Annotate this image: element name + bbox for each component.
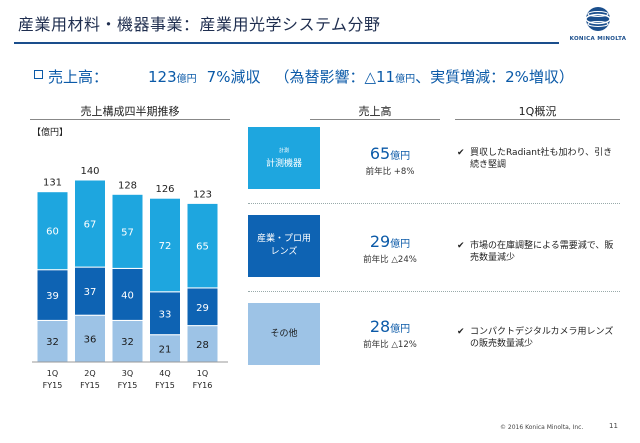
sales-yoy: 前年比 +8% <box>365 167 415 177</box>
headline-label: 売上高： <box>48 68 109 86</box>
bar-segment <box>111 319 144 363</box>
chart-unit-label: 【億円】 <box>32 128 69 138</box>
x-tick-label: 2Q <box>84 369 95 378</box>
x-tick-label: 1Q <box>47 369 58 378</box>
segment-sub-label: 計測 <box>278 148 289 154</box>
comment-text: 市場の在庫調整による需要減で、販売数量減少 <box>470 241 614 263</box>
sales-lenses: 29億円 前年比 △24% <box>340 232 440 265</box>
bar-segment <box>186 202 219 289</box>
check-icon: ✔ <box>457 327 465 337</box>
sales-unit: 億円 <box>390 239 411 250</box>
bar-value-label: 37 <box>84 287 97 298</box>
headline-change: 7%減収 <box>206 68 261 86</box>
sales-column-rule <box>310 119 440 120</box>
globe-logo-icon <box>585 7 611 31</box>
check-icon: ✔ <box>457 148 465 158</box>
bar-segment <box>36 191 69 271</box>
bar-total-label: 128 <box>118 180 137 191</box>
bar-segment <box>186 287 219 327</box>
bar-segment <box>186 325 219 363</box>
bar-total-label: 123 <box>193 189 212 200</box>
bar-segment <box>36 269 69 321</box>
headline-bullet-icon <box>34 70 43 79</box>
title-underline <box>14 42 559 44</box>
sales-value: 65 <box>369 144 391 163</box>
chart-column-title: 売上構成四半期推移 <box>80 105 180 118</box>
bar-value-label: 60 <box>46 227 59 238</box>
bar-total-label: 140 <box>80 166 99 177</box>
bar-value-label: 67 <box>84 220 97 231</box>
segment-box-lenses: 産業・プロ用レンズ <box>248 215 320 277</box>
bar-segment <box>149 197 181 293</box>
segment-label: 産業・プロ用レンズ <box>256 234 311 257</box>
sales-column-title: 売上高 <box>358 105 392 118</box>
row-separator <box>248 203 620 204</box>
bar-segment <box>74 179 106 268</box>
bar-segment <box>111 193 144 269</box>
sales-measuring: 65億円 前年比 +8% <box>340 144 440 177</box>
headline-value: 123 <box>148 68 177 86</box>
bar-segment <box>111 267 144 321</box>
segment-label: 計測機器 <box>265 159 302 169</box>
bar-value-label: 32 <box>121 337 134 348</box>
row-separator <box>248 291 620 292</box>
headline-detail-unit: 億円 <box>395 74 416 85</box>
title-bar: 産業用材料・機器事業：産業用光学システム分野 KONICA MINOLTA <box>0 0 640 44</box>
company-logo: KONICA MINOLTA <box>568 6 628 42</box>
comment-lenses: ✔ 市場の在庫調整による需要減で、販売数量減少 <box>457 240 620 264</box>
sales-other: 28億円 前年比 △12% <box>340 317 440 350</box>
summary-column-title: 1Q概況 <box>518 105 557 118</box>
logo-text: KONICA MINOLTA <box>569 36 627 42</box>
bar-total-label: 126 <box>155 184 174 195</box>
headline-detail-suffix: 、実質増減：2%増収） <box>415 68 574 86</box>
comment-text: 買収したRadiant社も加わり、引き続き堅調 <box>470 148 613 170</box>
copyright: © 2016 Konica Minolta, Inc. <box>500 424 584 431</box>
x-tick-label: 4Q <box>159 369 170 378</box>
page-title: 産業用材料・機器事業：産業用光学システム分野 <box>18 15 381 34</box>
bar-value-label: 32 <box>46 337 59 348</box>
bar-value-label: 65 <box>196 242 209 253</box>
x-tick-label: FY15 <box>118 381 138 390</box>
bar-segment <box>149 291 181 336</box>
bar-value-label: 39 <box>46 291 59 302</box>
sales-unit: 億円 <box>390 151 411 162</box>
sales-value: 29 <box>369 232 391 251</box>
sales-yoy: 前年比 △12% <box>363 340 417 350</box>
bar-value-label: 21 <box>159 344 172 355</box>
chart-column-rule <box>30 119 230 120</box>
bar-segment <box>74 314 106 363</box>
comment-measuring: ✔ 買収したRadiant社も加わり、引き続き堅調 <box>457 147 615 171</box>
x-tick-label: FY15 <box>80 381 100 390</box>
comment-text: コンパクトデジタルカメラ用レンズの販売数量減少 <box>470 327 614 349</box>
summary-column-rule <box>455 119 620 120</box>
segment-box-other: その他 <box>248 303 320 365</box>
segment-box-measuring: 計測 計測機器 <box>248 127 320 189</box>
bar-value-label: 72 <box>159 241 172 252</box>
bar-total-label: 131 <box>43 178 62 189</box>
sales-yoy: 前年比 △24% <box>363 255 417 265</box>
headline-detail-prefix: （為替影響：△11 <box>274 68 396 86</box>
x-tick-label: 3Q <box>122 369 133 378</box>
x-tick-label: 1Q <box>197 369 208 378</box>
comment-other: ✔ コンパクトデジタルカメラ用レンズの販売数量減少 <box>457 326 615 350</box>
check-icon: ✔ <box>457 241 465 251</box>
x-tick-label: FY15 <box>43 381 63 390</box>
segment-label: その他 <box>270 328 298 339</box>
bar-segment <box>149 334 181 363</box>
bar-value-label: 29 <box>196 303 209 314</box>
bar-value-label: 40 <box>121 290 134 301</box>
headline: 売上高： 123億円 7%減収 （為替影響：△11億円、実質増減：2%増収） <box>48 66 574 87</box>
bar-value-label: 33 <box>159 309 172 320</box>
bar-value-label: 28 <box>196 340 209 351</box>
bar-value-label: 57 <box>121 227 134 238</box>
page-number: 11 <box>609 422 618 430</box>
bar-value-label: 36 <box>84 335 97 346</box>
x-tick-label: FY15 <box>155 381 175 390</box>
sales-unit: 億円 <box>390 324 411 335</box>
headline-unit: 億円 <box>176 74 197 85</box>
x-tick-label: FY16 <box>193 381 213 390</box>
sales-value: 28 <box>369 317 391 336</box>
